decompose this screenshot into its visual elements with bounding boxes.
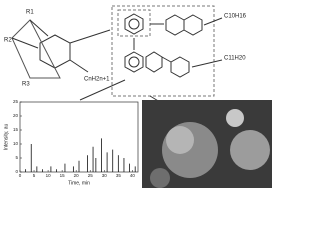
x-tick-label: 0	[19, 173, 22, 178]
ring	[165, 14, 185, 36]
dashed-box	[117, 9, 151, 37]
particle	[226, 109, 244, 127]
y-tick-label: 0	[15, 169, 18, 174]
y-tick-label: 25	[13, 99, 19, 104]
product-top: C10H16	[224, 14, 247, 20]
r2-label: R2	[4, 38, 12, 44]
r1-label: R1	[26, 10, 34, 16]
x-tick-label: 5	[33, 173, 36, 178]
graphical-abstract: R1 R2 R3 CnH2n+1 C10H16 C11H20 0 5 10 15 20 2…	[3, 5, 272, 188]
x-tick-label: 15	[60, 173, 66, 178]
dashed-box	[111, 5, 215, 97]
alkyl-label: CnH2n+1	[84, 77, 110, 83]
particle	[150, 168, 170, 188]
arrow	[29, 19, 49, 37]
y-axis-label: Intensity, au	[3, 123, 9, 150]
particle	[230, 130, 270, 170]
ring	[124, 51, 144, 73]
y-tick-label: 10	[13, 141, 19, 146]
ring	[145, 51, 163, 73]
y-tick-label: 5	[15, 155, 18, 160]
aromatic	[128, 18, 140, 30]
chromatogram: 0 5 10 15 20 25 30 35 40 0 5 10 15 20 25 Time, min Inten…	[3, 99, 139, 186]
r3-label: R3	[22, 82, 30, 88]
y-tick-label: 15	[13, 127, 19, 132]
x-tick-label: 25	[88, 173, 94, 178]
x-axis-label: Time, min	[68, 180, 90, 186]
aromatic	[128, 56, 140, 68]
products: C10H16 C11H20	[79, 5, 247, 109]
sem-image	[142, 100, 272, 188]
y-tick-label: 20	[13, 113, 19, 118]
arrow	[69, 29, 111, 44]
frame	[11, 19, 61, 79]
arrow	[191, 59, 223, 68]
ring	[39, 34, 71, 69]
ring	[124, 13, 144, 35]
x-tick-label: 20	[74, 173, 80, 178]
ring	[170, 56, 190, 78]
bond	[69, 59, 89, 73]
ring	[183, 14, 203, 36]
particle	[166, 126, 194, 154]
scheme: R1 R2 R3 CnH2n+1	[4, 10, 110, 88]
x-tick-label: 35	[116, 173, 122, 178]
x-tick-label: 10	[46, 173, 52, 178]
bond	[161, 56, 172, 63]
arrow	[79, 79, 126, 101]
x-tick-label: 30	[102, 173, 108, 178]
arrow	[11, 37, 39, 49]
product-bottom: C11H20	[224, 56, 246, 62]
x-tick-label: 40	[130, 173, 136, 178]
arrow	[203, 17, 223, 26]
